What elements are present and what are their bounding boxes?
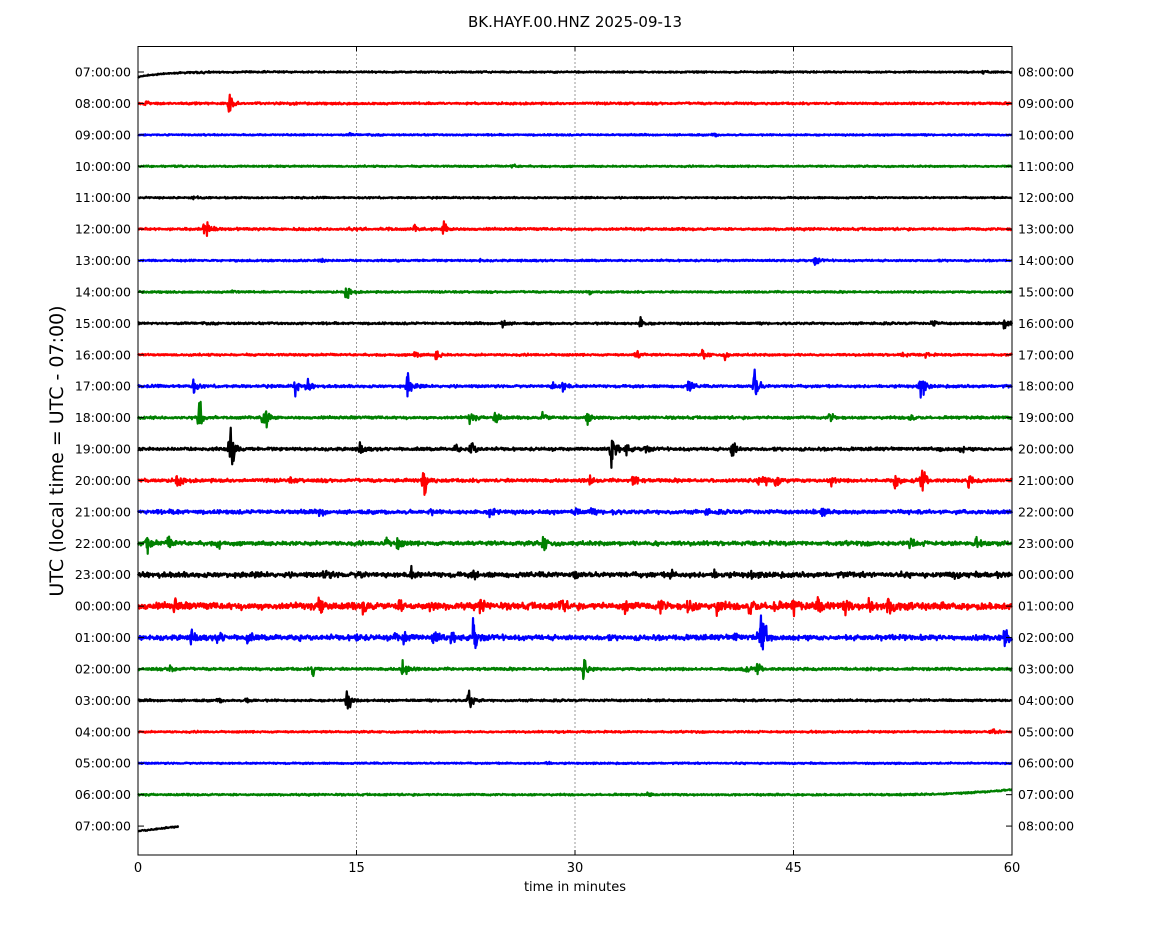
right-time-label: 21:00:00 <box>1018 473 1074 488</box>
right-time-label: 09:00:00 <box>1018 96 1074 111</box>
left-time-label: 21:00:00 <box>75 504 131 519</box>
right-time-label: 19:00:00 <box>1018 410 1074 425</box>
right-time-label: 15:00:00 <box>1018 284 1074 299</box>
trace-row-13 <box>137 469 1013 496</box>
left-time-label: 08:00:00 <box>75 96 131 111</box>
left-time-label: 01:00:00 <box>75 630 131 645</box>
left-time-label: 12:00:00 <box>75 222 131 237</box>
trace-layer <box>136 69 1014 833</box>
chart-title: BK.HAYF.00.HNZ 2025-09-13 <box>468 13 682 31</box>
right-time-label: 06:00:00 <box>1018 756 1074 771</box>
trace-row-24 <box>137 825 180 833</box>
right-time-label: 05:00:00 <box>1018 724 1074 739</box>
right-time-label: 10:00:00 <box>1018 127 1074 142</box>
y-axis-ticks: 07:00:00 08:00:00 08:00:00 09:00:00 09:00:00… <box>75 65 1074 834</box>
left-time-label: 11:00:00 <box>75 190 131 205</box>
right-time-label: 08:00:00 <box>1018 65 1074 80</box>
x-axis-ticks: 0 15 30 45 60 <box>134 46 1021 876</box>
right-time-label: 14:00:00 <box>1018 253 1074 268</box>
trace-row-14 <box>136 507 1014 519</box>
x-tick-label: 0 <box>134 861 142 876</box>
left-time-label: 22:00:00 <box>75 536 131 551</box>
left-time-label: 05:00:00 <box>75 756 131 771</box>
trace-row-1 <box>137 93 1013 113</box>
right-time-label: 11:00:00 <box>1018 159 1074 174</box>
trace-row-9 <box>137 348 1014 362</box>
left-time-label: 14:00:00 <box>75 284 131 299</box>
trace-row-12 <box>137 426 1014 469</box>
right-time-label: 00:00:00 <box>1018 567 1074 582</box>
trace-row-5 <box>137 220 1013 238</box>
right-time-label: 16:00:00 <box>1018 316 1074 331</box>
left-time-label: 15:00:00 <box>75 316 131 331</box>
left-time-label: 02:00:00 <box>75 661 131 676</box>
right-time-label: 01:00:00 <box>1018 599 1074 614</box>
left-time-label: 09:00:00 <box>75 127 131 142</box>
right-time-label: 08:00:00 <box>1018 819 1074 834</box>
trace-row-6 <box>137 256 1013 266</box>
right-time-label: 18:00:00 <box>1018 379 1074 394</box>
right-time-label: 02:00:00 <box>1018 630 1074 645</box>
left-time-label: 16:00:00 <box>75 347 131 362</box>
right-time-label: 17:00:00 <box>1018 347 1074 362</box>
right-time-label: 03:00:00 <box>1018 661 1074 676</box>
trace-row-22 <box>137 760 1013 766</box>
trace-row-17 <box>137 596 1013 618</box>
left-time-label: 06:00:00 <box>75 787 131 802</box>
trace-row-18 <box>137 614 1014 651</box>
trace-row-0 <box>137 69 1013 79</box>
trace-row-15 <box>136 535 1013 555</box>
left-time-label: 13:00:00 <box>75 253 131 268</box>
trace-row-2 <box>137 131 1013 138</box>
left-time-label: 07:00:00 <box>75 65 131 80</box>
trace-row-7 <box>137 287 1013 299</box>
right-time-label: 22:00:00 <box>1018 504 1074 519</box>
right-time-label: 07:00:00 <box>1018 787 1074 802</box>
x-tick-label: 30 <box>567 861 584 876</box>
left-time-label: 18:00:00 <box>75 410 131 425</box>
trace-row-8 <box>137 315 1014 330</box>
trace-row-16 <box>136 564 1014 581</box>
left-time-label: 10:00:00 <box>75 159 131 174</box>
left-time-label: 20:00:00 <box>75 473 131 488</box>
trace-row-19 <box>137 658 1013 681</box>
right-time-label: 20:00:00 <box>1018 442 1074 457</box>
y-axis-label: UTC (local time = UTC - 07:00) <box>46 305 68 596</box>
trace-row-10 <box>137 368 1013 399</box>
right-time-label: 12:00:00 <box>1018 190 1074 205</box>
right-time-label: 13:00:00 <box>1018 222 1074 237</box>
trace-row-23 <box>137 788 1013 798</box>
trace-row-3 <box>137 163 1013 169</box>
left-time-label: 04:00:00 <box>75 724 131 739</box>
left-time-label: 00:00:00 <box>75 599 131 614</box>
left-time-label: 19:00:00 <box>75 442 131 457</box>
x-axis-label: time in minutes <box>524 880 626 895</box>
left-time-label: 03:00:00 <box>75 693 131 708</box>
x-tick-label: 45 <box>785 861 802 876</box>
right-time-label: 04:00:00 <box>1018 693 1074 708</box>
left-time-label: 17:00:00 <box>75 379 131 394</box>
left-time-label: 07:00:00 <box>75 819 131 834</box>
right-time-label: 23:00:00 <box>1018 536 1074 551</box>
left-time-label: 23:00:00 <box>75 567 131 582</box>
trace-row-20 <box>137 689 1013 710</box>
x-tick-label: 60 <box>1004 861 1021 876</box>
x-tick-label: 15 <box>348 861 365 876</box>
trace-row-21 <box>137 728 1013 735</box>
trace-row-11 <box>136 400 1013 429</box>
trace-row-4 <box>137 195 1013 201</box>
